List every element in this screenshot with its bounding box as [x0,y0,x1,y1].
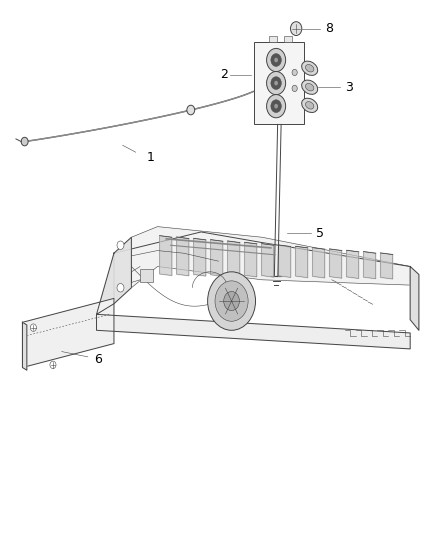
Text: 1: 1 [147,151,155,164]
Bar [284,36,292,42]
Polygon shape [177,237,189,276]
Polygon shape [329,249,342,278]
Circle shape [21,138,28,146]
Circle shape [267,94,286,118]
Polygon shape [245,243,257,277]
Text: 6: 6 [94,353,102,366]
Polygon shape [132,227,410,288]
Polygon shape [279,245,291,277]
Text: 8: 8 [325,22,333,35]
Circle shape [267,71,286,95]
Circle shape [187,105,195,115]
Circle shape [224,292,239,311]
Circle shape [117,241,124,249]
Polygon shape [410,266,419,330]
Circle shape [208,272,256,330]
Circle shape [30,324,36,332]
Circle shape [215,281,248,321]
Text: 2: 2 [220,68,228,82]
Polygon shape [364,252,376,279]
Text: 3: 3 [345,80,353,94]
Circle shape [271,54,281,67]
Circle shape [292,85,297,92]
Text: 5: 5 [316,227,324,240]
Ellipse shape [302,80,318,94]
Polygon shape [228,241,240,277]
Circle shape [274,104,278,109]
Ellipse shape [302,61,318,75]
Polygon shape [194,238,206,276]
Circle shape [271,77,281,90]
Polygon shape [312,248,325,278]
Ellipse shape [302,98,318,112]
Circle shape [50,361,56,368]
Polygon shape [381,253,393,279]
Ellipse shape [305,84,314,91]
Circle shape [267,49,286,71]
Circle shape [274,81,278,85]
Polygon shape [22,322,27,370]
Polygon shape [295,246,308,278]
Polygon shape [160,236,172,276]
Polygon shape [97,314,410,349]
Bar [269,36,277,42]
Circle shape [292,69,297,76]
Polygon shape [22,298,114,368]
Ellipse shape [305,102,314,109]
Bar [253,42,304,124]
Polygon shape [347,251,359,278]
Circle shape [274,58,278,62]
Bar [140,269,153,282]
Circle shape [117,284,124,292]
Circle shape [291,22,302,36]
Circle shape [271,100,281,112]
Ellipse shape [305,64,314,72]
Polygon shape [97,237,132,314]
Polygon shape [211,240,223,276]
Polygon shape [262,244,274,277]
